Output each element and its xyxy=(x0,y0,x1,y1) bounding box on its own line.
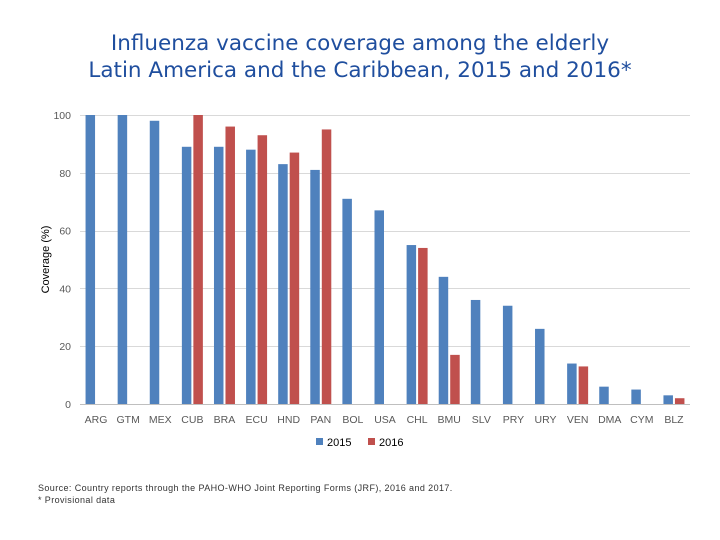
bar-2015-hnd xyxy=(278,164,288,404)
bar-2015-usa xyxy=(374,210,384,404)
bar-2015-ury xyxy=(535,328,545,404)
bar-2015-cub xyxy=(181,146,192,405)
chart-title: Influenza vaccine coverage among the eld… xyxy=(0,30,720,84)
x-tick-label: BRA xyxy=(214,414,236,426)
bar-2016-bra xyxy=(225,126,235,404)
bar-2015-ven xyxy=(567,363,577,404)
x-tick-label: CUB xyxy=(181,414,203,426)
bar-2015-slv xyxy=(470,299,481,404)
x-tick-label: PAN xyxy=(310,414,331,426)
x-tick-label: BOL xyxy=(342,414,363,426)
y-tick-label: 0 xyxy=(65,399,71,411)
bar-2015-ecu xyxy=(246,149,256,404)
bar-2015-bra xyxy=(213,146,224,405)
x-tick-label: URY xyxy=(535,414,557,426)
x-tick-label: BMU xyxy=(438,414,461,426)
bar-2015-pan xyxy=(310,169,320,404)
bar-2015-bmu xyxy=(438,276,449,404)
bar-2015-arg xyxy=(85,115,96,404)
bar-2015-chl xyxy=(406,245,417,404)
x-tick-label: ECU xyxy=(245,414,267,426)
bar-2015-cym xyxy=(631,389,641,404)
x-tick-label: CYM xyxy=(630,414,653,426)
bar-2015-dma xyxy=(599,386,609,404)
y-tick-label: 40 xyxy=(59,283,71,295)
bar-2015-pry xyxy=(502,305,513,404)
bar-2015-blz xyxy=(663,395,673,404)
bar-2016-blz xyxy=(674,398,685,404)
bar-2015-bol xyxy=(342,198,352,404)
x-tick-label: PRY xyxy=(503,414,524,426)
y-tick-label: 60 xyxy=(59,226,71,238)
x-tick-label: DMA xyxy=(598,414,621,426)
y-axis-label: Coverage (%) xyxy=(40,226,52,294)
chart-title-line-1: Influenza vaccine coverage among the eld… xyxy=(110,31,610,56)
x-tick-label: MEX xyxy=(149,414,172,426)
x-tick-label: GTM xyxy=(116,414,139,426)
bar-2015-gtm xyxy=(117,115,128,404)
provisional-note: * Provisional data xyxy=(38,495,116,505)
legend-label-2016: 2016 xyxy=(379,437,403,449)
x-tick-label: BLZ xyxy=(664,414,684,426)
x-tick-label: SLV xyxy=(472,414,491,426)
bar-2016-bmu xyxy=(450,354,460,404)
y-tick-label: 100 xyxy=(53,110,71,122)
chart-title-line-2: Latin America and the Caribbean, 2015 an… xyxy=(88,58,632,83)
y-tick-label: 80 xyxy=(59,168,71,180)
source-note: Source: Country reports through the PAHO… xyxy=(38,482,453,506)
bar-2015-mex xyxy=(149,120,160,404)
x-tick-label: USA xyxy=(374,414,396,426)
x-tick-label: ARG xyxy=(85,414,108,426)
y-tick-label: 20 xyxy=(59,341,71,353)
bar-2016-cub xyxy=(193,115,203,404)
source-line: Source: Country reports through the PAHO… xyxy=(38,483,453,493)
legend-swatch-2015 xyxy=(316,438,323,445)
bar-2016-hnd xyxy=(289,152,300,404)
x-tick-label: HND xyxy=(277,414,300,426)
x-tick-label: CHL xyxy=(407,414,428,426)
legend-swatch-2016 xyxy=(368,438,375,445)
legend-label-2015: 2015 xyxy=(327,437,351,449)
bar-2016-ven xyxy=(578,366,589,404)
x-tick-label: VEN xyxy=(567,414,589,426)
bar-2016-chl xyxy=(418,247,428,404)
bar-chart: 0 20 40 60 80 100 Coverage (%) ARG GTM MEX CUB BRA E… xyxy=(40,110,690,449)
bar-2016-pan xyxy=(321,129,332,404)
bar-2016-ecu xyxy=(257,135,268,405)
